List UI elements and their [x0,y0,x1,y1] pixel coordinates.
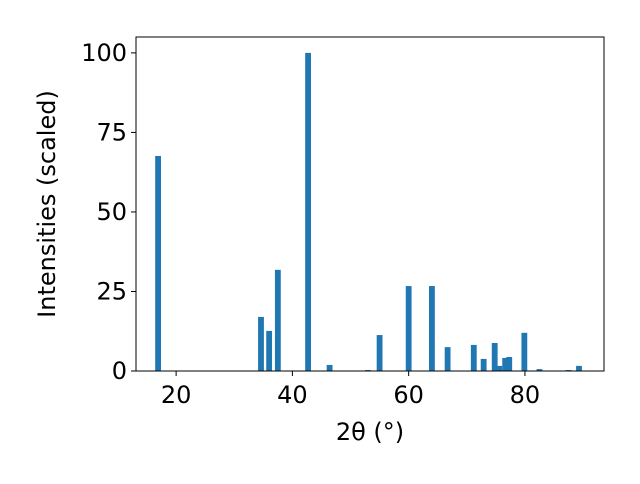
y-tick-label: 25 [96,277,127,305]
bar [258,316,264,371]
x-tick-label: 60 [393,381,424,409]
bar [376,335,383,371]
y-tick-label: 75 [96,118,127,146]
bar [470,344,477,371]
bar [521,332,528,371]
x-tick-label: 80 [510,381,541,409]
bar [491,343,498,371]
y-axis-label: Intensities (scaled) [33,90,61,318]
bar [480,358,487,371]
bar [155,155,161,371]
bar [502,357,509,371]
x-tick-label: 20 [161,381,192,409]
bar [576,365,582,371]
bar [274,269,281,371]
y-tick-label: 100 [81,39,127,67]
bar [496,365,503,371]
bar [444,347,451,371]
bar [429,286,435,371]
y-tick-label: 50 [96,198,127,226]
bar [305,52,311,372]
plot-frame [135,36,605,372]
x-axis-label: 2θ (°) [336,418,404,446]
bar [536,369,543,371]
y-tick-label: 0 [112,357,127,385]
x-tick-label: 40 [277,381,308,409]
bar [326,364,333,371]
bar [405,286,412,371]
bar [506,357,513,371]
bar [266,330,273,371]
